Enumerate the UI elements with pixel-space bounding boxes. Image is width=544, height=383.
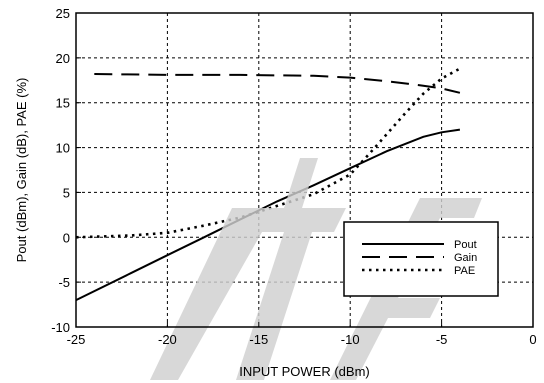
y-tick-label: 0 bbox=[63, 230, 70, 245]
x-tick-label: -10 bbox=[341, 332, 360, 347]
y-tick-label: 10 bbox=[56, 141, 70, 156]
watermark-shape bbox=[150, 158, 346, 380]
legend-box bbox=[343, 221, 499, 297]
y-tick-label: 25 bbox=[56, 6, 70, 21]
x-tick-label: -20 bbox=[158, 332, 177, 347]
y-tick-label: -10 bbox=[51, 320, 70, 335]
x-tick-label: 0 bbox=[529, 332, 536, 347]
y-tick-label: 20 bbox=[56, 51, 70, 66]
x-tick-label: -15 bbox=[249, 332, 268, 347]
y-tick-label: 15 bbox=[56, 96, 70, 111]
tick-labels: -25 -20 -15 -10 -5 0 -10 -5 0 5 10 15 20 25 bbox=[51, 6, 536, 347]
y-tick-label: -5 bbox=[58, 275, 70, 290]
y-tick-label: 5 bbox=[63, 185, 70, 200]
series-line-gain bbox=[94, 73, 461, 94]
legend-label-pae: PAE bbox=[454, 265, 475, 277]
x-tick-label: -25 bbox=[67, 332, 86, 347]
plot-frame bbox=[75, 12, 534, 328]
y-axis-label: Pout (dBm), Gain (dB), PAE (%) bbox=[14, 78, 29, 263]
x-tick-label: -5 bbox=[436, 332, 448, 347]
watermark-shape-2 bbox=[330, 198, 482, 380]
legend-label-pout: Pout bbox=[454, 239, 477, 251]
watermark bbox=[150, 158, 482, 380]
legend-label-gain: Gain bbox=[454, 252, 477, 264]
x-axis-label: INPUT POWER (dBm) bbox=[239, 364, 370, 379]
